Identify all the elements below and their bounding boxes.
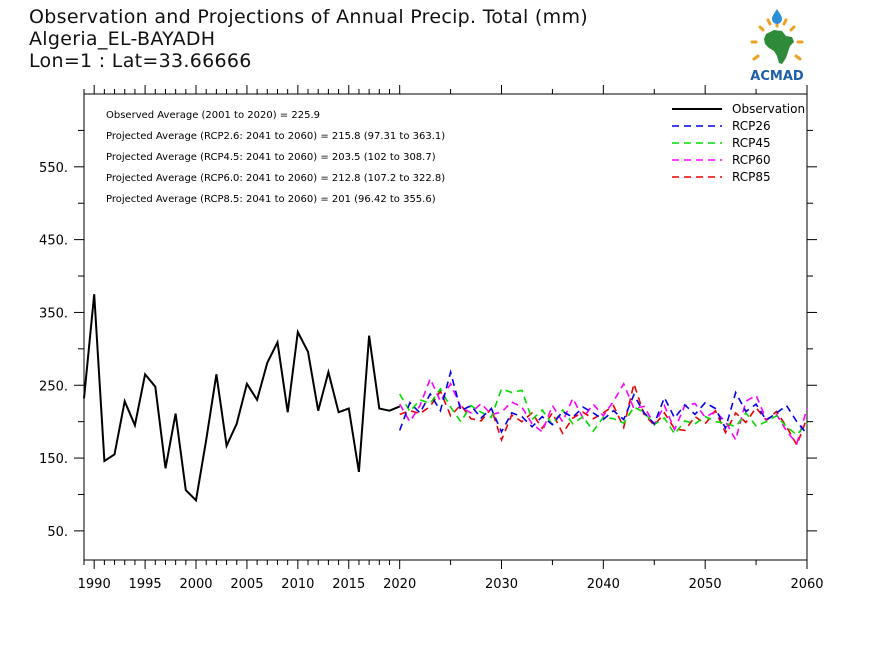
average-annotation: Projected Average (RCP6.0: 2041 to 2060)… — [106, 173, 445, 184]
station-coordinates: Lon=1 : Lat=33.66666 — [29, 50, 252, 72]
acmad-logo: ACMAD — [750, 9, 804, 84]
africa-map-icon — [764, 30, 794, 64]
y-tick-label: 350. — [39, 306, 68, 321]
y-tick-label: 250. — [39, 379, 68, 394]
legend-label-rcp85: RCP85 — [732, 170, 771, 184]
x-tick-label: 2005 — [230, 577, 263, 592]
y-tick-label: 50. — [47, 525, 68, 540]
x-tick-label: 2030 — [485, 577, 518, 592]
series-line-observation — [83, 294, 401, 503]
y-tick-label: 150. — [39, 452, 68, 467]
series-line-rcp60 — [399, 376, 808, 446]
x-tick-label: 2020 — [383, 577, 416, 592]
x-tick-label: 1990 — [78, 577, 111, 592]
x-tick-label: 2000 — [179, 577, 212, 592]
x-tick-label: 2015 — [332, 577, 365, 592]
y-tick-label: 450. — [39, 234, 68, 249]
axis-ticks — [74, 85, 817, 569]
legend-label-rcp26: RCP26 — [732, 119, 771, 133]
x-tick-label: 2010 — [281, 577, 314, 592]
average-annotation: Projected Average (RCP2.6: 2041 to 2060)… — [106, 131, 445, 142]
legend-label-observation: Observation — [732, 102, 805, 116]
series-line-rcp85 — [399, 380, 808, 447]
average-annotation: Projected Average (RCP4.5: 2041 to 2060)… — [106, 152, 436, 163]
legend-label-rcp60: RCP60 — [732, 153, 771, 167]
series-lines — [83, 294, 808, 503]
average-annotation: Projected Average (RCP8.5: 2041 to 2060)… — [106, 194, 436, 205]
station-name: Algeria_EL-BAYADH — [29, 28, 216, 50]
y-axis-tick-labels: 50. 150. 250. 350. 450. 550. — [39, 161, 68, 540]
x-tick-label: 2060 — [790, 577, 823, 592]
x-tick-label: 1995 — [129, 577, 162, 592]
chart-title-block: Observation and Projections of Annual Pr… — [29, 6, 588, 72]
x-axis-tick-labels: 1990 1995 2000 2005 2010 2015 2020 2030 2040 2050… — [78, 577, 824, 592]
average-annotation: Observed Average (2001 to 2020) = 225.9 — [106, 110, 320, 121]
sun-rays-icon — [750, 18, 804, 61]
legend: Observation RCP26 RCP45 RCP60 RCP85 — [672, 102, 805, 184]
plot-frame — [83, 93, 808, 561]
x-tick-label: 2040 — [587, 577, 620, 592]
average-annotations: Observed Average (2001 to 2020) = 225.9 P… — [106, 110, 445, 205]
series-line-rcp45 — [399, 387, 808, 436]
chart-title: Observation and Projections of Annual Pr… — [29, 6, 588, 28]
x-tick-label: 2050 — [689, 577, 722, 592]
y-tick-label: 550. — [39, 161, 68, 176]
water-drop-icon — [772, 9, 782, 24]
acmad-logo-text: ACMAD — [750, 69, 804, 84]
legend-label-rcp45: RCP45 — [732, 136, 771, 150]
series-line-rcp26 — [398, 368, 808, 435]
